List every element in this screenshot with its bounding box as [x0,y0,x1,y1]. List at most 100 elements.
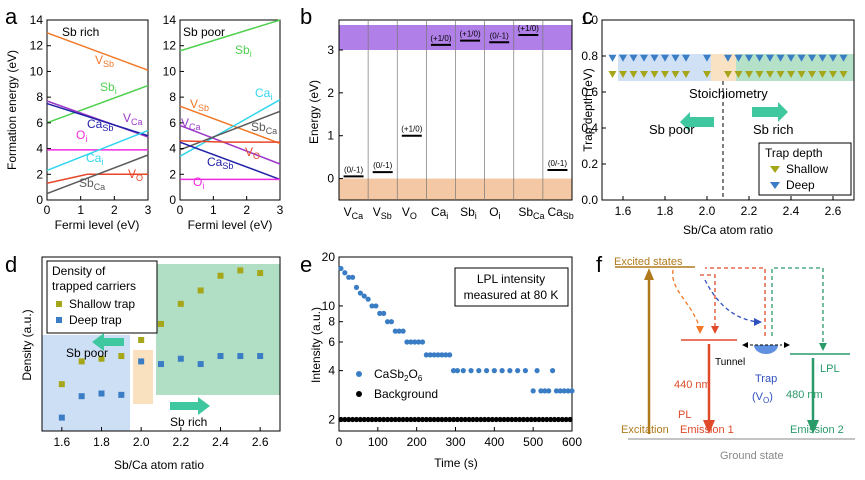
x-tick-label: 2.0 [699,204,716,218]
data-point-background [373,416,379,423]
data-point-background [470,416,476,423]
stoichiometry-label: Stoichiometry [689,86,768,101]
data-point-shallow [755,71,764,78]
data-point-shallow [608,71,617,78]
x-tick-label: 3 [145,203,152,217]
data-point-background [384,416,391,423]
data-point-shallow [808,71,816,78]
annotation-line-1: LPL intensity [477,272,545,286]
data-point-background [462,416,468,423]
sb-poor-label: Sb poor [66,346,108,360]
series-label-SbCa: SbCa [251,120,277,136]
plot-frame [46,19,149,201]
x-tick-label: 0 [44,203,51,217]
line-CaSb [46,102,149,137]
arrowhead [742,342,748,348]
data-point-background [516,416,523,423]
data-point-deep [797,54,806,62]
data-point-background [544,416,550,423]
x-axis-label: Fermi level (eV) [55,218,140,232]
data-point-background [392,416,398,423]
legend-title-2: trapped carriers [52,279,136,293]
data-point-background [427,416,433,423]
data-point-background [559,416,565,423]
triangle-down-icon [770,182,780,189]
x-tick-label: 200 [407,435,427,449]
data-point-casb2o6 [460,368,466,374]
data-point-background [353,416,360,423]
data-point-deep [98,390,105,397]
data-point-background [400,416,406,423]
data-point-shallow [118,353,125,360]
data-point-casb2o6 [342,270,348,276]
emission-2-label: Emission 2 [790,424,844,436]
panel-letter-a: a [5,4,18,29]
square-icon [56,317,62,323]
data-point-shallow [682,71,690,78]
trap-vo-label: (VO) [752,391,773,405]
data-point-shallow [217,272,224,279]
data-point-casb2o6 [565,388,571,394]
x-tick-label: 3 [277,203,284,217]
level-label: (+1/0) [460,30,481,39]
pl-wavelength: 440 nm [674,379,711,391]
data-point-background [361,416,367,423]
x-tick-label: 2.6 [825,204,842,218]
x-tick-label: 100 [368,435,388,449]
y-tick-label: 3 [327,43,334,57]
data-point-deep [766,54,774,62]
arrowhead [819,343,827,351]
panel-letter-c: c [582,4,593,29]
sb-rich-label: Sb rich [753,122,793,137]
data-point-background [439,416,445,423]
data-point-shallow [829,71,837,78]
x-tick-label: 600 [562,435,582,449]
y-tick-label: 2 [169,167,176,181]
data-point-casb2o6 [439,352,445,358]
y-tick-label: 14 [30,13,44,27]
data-point-deep [671,54,680,62]
data-point-casb2o6 [338,265,344,272]
emission-1-label: Emission 1 [680,424,734,436]
x-tick-label: 2.6 [252,435,269,449]
data-point-shallow [98,355,105,362]
data-point-casb2o6 [483,368,490,374]
y-tick-label: 0.8 [581,49,598,63]
data-point-casb2o6 [419,339,426,345]
category-label: VSb [373,205,392,221]
sb-rich-band [736,54,854,81]
data-point-deep [158,361,164,368]
y-tick-label: 12 [163,39,177,53]
legend-casb2o6: CaSb2O6 [374,367,423,383]
data-point-deep [78,393,85,400]
line-VSb [46,32,149,71]
data-point-background [497,416,503,423]
level-label: (0/-1) [490,31,509,40]
arrowhead [754,318,762,326]
data-point-deep [257,353,264,360]
level-label: (+1/0) [401,125,422,134]
y-tick-label: 6 [169,116,176,130]
legend-deep: Deep [786,178,815,192]
x-tick-label: 1 [210,203,217,217]
data-point-background [489,416,495,423]
data-point-shallow [776,71,785,78]
data-point-background [509,416,515,423]
y-tick-label: 8 [36,90,43,104]
y-tick-label: 2 [328,413,335,427]
data-point-casb2o6 [396,328,402,334]
data-point-casb2o6 [416,339,422,345]
y-axis-label: Density (a.u.) [20,309,34,380]
circle-icon [356,391,362,397]
x-tick-label: 1 [77,203,84,217]
data-point-deep [724,54,732,62]
data-point-casb2o6 [392,328,398,334]
data-point-shallow [839,71,848,78]
arrow-left [92,333,124,351]
legend-title: Trap depth [765,146,823,160]
x-tick-label: 2 [111,203,118,217]
line-Sbi [46,84,149,124]
data-point-casb2o6 [549,368,556,374]
data-point-deep [818,54,827,62]
pl-label: PL [678,409,691,421]
